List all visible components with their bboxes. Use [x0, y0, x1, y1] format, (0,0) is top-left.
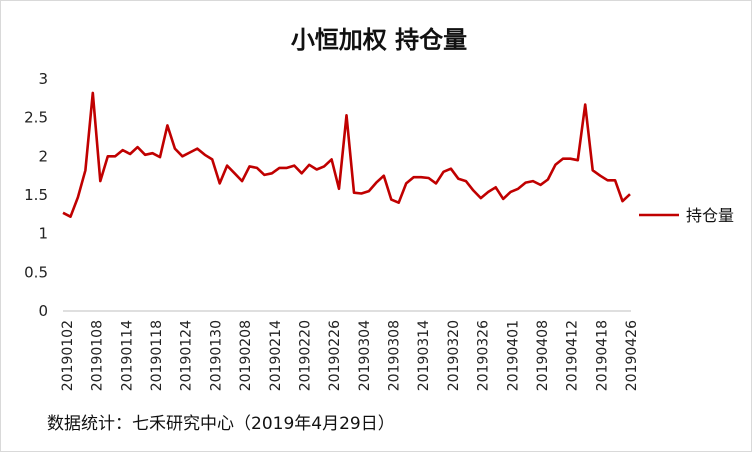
- series-line: [62, 91, 631, 218]
- y-tick-label: 3: [38, 70, 48, 88]
- x-tick-label: 20190408: [535, 320, 551, 391]
- legend-label: 持仓量: [686, 206, 734, 225]
- x-tick-label: 20190124: [179, 320, 195, 391]
- x-tick-label: 20190326: [476, 320, 492, 391]
- x-tick-label: 20190314: [416, 320, 432, 391]
- x-tick-label: 20190320: [446, 320, 462, 391]
- x-tick-label: 20190401: [505, 320, 521, 391]
- x-tick-label: 20190130: [208, 320, 224, 391]
- y-tick-label: 1: [38, 225, 48, 243]
- x-tick-label: 20190214: [268, 320, 284, 391]
- y-tick-label: 2.5: [24, 109, 48, 127]
- y-tick-label: 1.5: [24, 186, 48, 204]
- x-tick-label: 20190226: [327, 320, 343, 391]
- x-tick-label: 20190308: [387, 320, 403, 391]
- x-tick-label: 20190304: [357, 320, 373, 391]
- y-tick-label: 0: [38, 302, 48, 320]
- chart-title: 小恒加权 持仓量: [291, 26, 467, 54]
- y-tick-label: 2: [38, 147, 48, 165]
- legend: 持仓量: [639, 206, 734, 225]
- source-note: 数据统计：七禾研究中心（2019年4月29日）: [47, 414, 395, 434]
- x-tick-label: 20190220: [297, 320, 313, 391]
- series-layer: [62, 91, 631, 218]
- x-tick-label: 20190412: [565, 320, 581, 391]
- x-axis-ticks: 20190102 20190108 20190114 20190118 20190124…: [60, 320, 640, 391]
- x-tick-label: 20190208: [238, 320, 254, 391]
- x-tick-label: 20190108: [90, 320, 106, 391]
- y-tick-label: 0.5: [24, 263, 48, 281]
- x-tick-label: 20190426: [624, 320, 640, 391]
- x-tick-label: 20190418: [594, 320, 610, 391]
- y-axis-ticks: 0 0.5 1 1.5 2 2.5 3: [24, 70, 48, 320]
- x-tick-label: 20190102: [60, 320, 76, 391]
- x-tick-label: 20190114: [119, 320, 135, 391]
- x-tick-label: 20190118: [149, 320, 165, 391]
